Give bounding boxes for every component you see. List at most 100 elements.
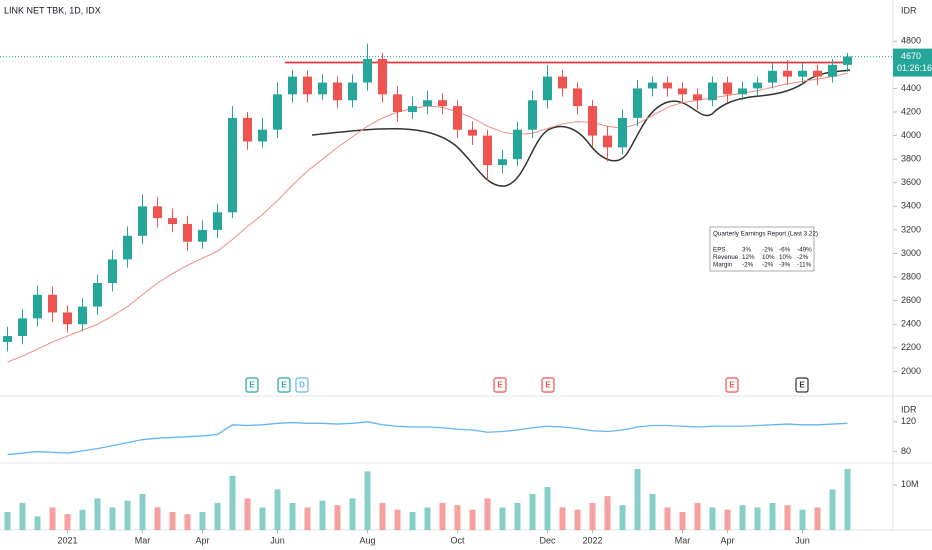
volume-tick-label: 10M	[901, 479, 919, 489]
volume-bar	[544, 487, 551, 530]
candle-body	[138, 206, 147, 236]
volume-bar	[784, 505, 791, 530]
table-cell: -2%	[742, 262, 754, 269]
volume-bar	[304, 507, 311, 530]
table-cell: -6%	[779, 247, 791, 254]
last-price-badge	[893, 48, 932, 77]
volume-bar	[199, 511, 206, 530]
volume-bar	[754, 507, 761, 530]
volume-bar	[769, 502, 776, 530]
volume-bar	[79, 509, 86, 530]
candle-body	[723, 82, 732, 95]
volume-bar	[4, 511, 11, 530]
x-tick-label: Mar	[135, 535, 151, 545]
candle-body	[843, 56, 852, 65]
table-cell: Margin	[713, 262, 733, 269]
table-cell: 12%	[742, 254, 755, 261]
y-tick-label: 4200	[901, 106, 921, 116]
event-icon	[295, 377, 309, 393]
volume-bar	[214, 502, 221, 530]
event-label: E	[281, 381, 287, 390]
candle-body	[618, 117, 627, 148]
event-label: E	[249, 381, 255, 390]
volume-bar	[799, 509, 806, 530]
y-tick-label: 3000	[901, 248, 921, 258]
x-tick-label: Dec	[539, 535, 556, 545]
volume-bar	[64, 514, 71, 530]
candle-body	[153, 206, 162, 219]
candle-body	[303, 76, 312, 95]
candle-body	[633, 88, 642, 118]
y-tick-label: 3800	[901, 154, 921, 164]
last-price-label: 4670	[901, 51, 921, 61]
candle-body	[333, 82, 342, 101]
x-tick-label: Oct	[450, 535, 465, 545]
volume-bar	[829, 489, 836, 530]
y-tick-label: 3600	[901, 177, 921, 187]
candle-body	[3, 336, 12, 342]
y-tick-label: 4000	[901, 130, 921, 140]
volume-bar	[19, 502, 26, 530]
volume-bar	[259, 507, 266, 530]
volume-bar	[154, 507, 161, 530]
y-tick-label: 2800	[901, 271, 921, 281]
volume-bar	[814, 507, 821, 530]
table-title: Quarterly Earnings Report (Last 3.22)	[713, 231, 818, 238]
rs-unit: IDR	[901, 404, 917, 414]
candle-body	[108, 259, 117, 283]
candle-body	[513, 129, 522, 160]
table-cell: -2%	[797, 254, 809, 261]
table-cell: 3%	[742, 247, 752, 254]
candle-body	[783, 70, 792, 77]
x-tick-label: Mar	[675, 535, 691, 545]
volume-bar	[94, 498, 101, 530]
candle-body	[483, 135, 492, 166]
chart-title: LINK NET TBK, 1D, IDX	[4, 5, 101, 15]
x-tick-label: Apr	[195, 535, 209, 545]
volume-bar	[349, 498, 356, 530]
candle-body	[168, 218, 177, 225]
y-unit: IDR	[901, 5, 917, 15]
table-box	[709, 226, 815, 272]
x-tick-label: Jun	[270, 535, 285, 545]
candle-body	[663, 82, 672, 89]
volume-bar	[394, 509, 401, 530]
volume-bar	[724, 509, 731, 530]
candle-body	[708, 82, 717, 101]
event-icon	[493, 377, 507, 393]
y-tick-label: 2400	[901, 319, 921, 329]
table-cell: Revenue	[713, 254, 739, 261]
volume-bar	[514, 502, 521, 530]
volume-bar	[529, 493, 536, 530]
volume-bar	[34, 516, 41, 530]
volume-bar	[274, 489, 281, 530]
countdown: 01:26:16	[897, 63, 932, 73]
candle-body	[648, 82, 657, 89]
volume-bar	[739, 505, 746, 530]
volume-bar	[559, 507, 566, 530]
volume-bar	[454, 505, 461, 530]
candle-body	[798, 70, 807, 77]
volume-bar	[409, 511, 416, 530]
volume-bar	[709, 507, 716, 530]
candle-body	[603, 135, 612, 148]
volume-bar	[484, 498, 491, 530]
volume-bar	[319, 500, 326, 530]
volume-bar	[439, 502, 446, 530]
candle-body	[438, 100, 447, 107]
candle-body	[498, 159, 507, 166]
candle-body	[228, 117, 237, 213]
y-tick-label: 2200	[901, 342, 921, 352]
event-label: E	[799, 381, 805, 390]
candle-body	[78, 306, 87, 325]
table-cell: -49%	[797, 247, 812, 254]
volume-bar	[184, 514, 191, 530]
volume-bar	[604, 496, 611, 530]
candle-body	[318, 82, 327, 95]
table-cell: -11%	[797, 262, 812, 269]
volume-bar	[679, 511, 686, 530]
y-tick-label: 3400	[901, 201, 921, 211]
